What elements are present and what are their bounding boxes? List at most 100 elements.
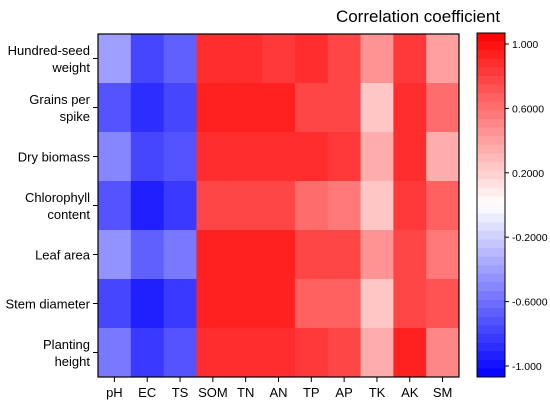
heatmap-cell bbox=[393, 181, 427, 231]
row-label-line: Grains per bbox=[29, 92, 90, 107]
colorbar-step bbox=[477, 187, 505, 197]
row-label-line: Stem diameter bbox=[5, 297, 90, 312]
heatmap-cell bbox=[360, 279, 394, 329]
colorbar-step bbox=[477, 256, 505, 266]
row-label: Leaf area bbox=[35, 248, 91, 263]
colorbar-step bbox=[477, 144, 505, 154]
heatmap-cell bbox=[196, 34, 230, 84]
heatmap-cell bbox=[327, 132, 361, 182]
column-labels: pH EC TS SOM TN AN TP AP TK AK SM bbox=[106, 385, 452, 400]
heatmap-cell bbox=[98, 181, 132, 231]
heatmap-cell bbox=[294, 132, 329, 182]
heatmap-cell bbox=[163, 181, 197, 231]
colorbar-step bbox=[477, 359, 505, 369]
heatmap-cell bbox=[262, 132, 296, 182]
row-label: Stem diameter bbox=[5, 297, 90, 312]
colorbar-tick-label: -0.2000 bbox=[512, 232, 548, 244]
column-label: TK bbox=[369, 385, 386, 400]
heatmap-cell bbox=[98, 279, 132, 329]
colorbar-step bbox=[477, 76, 505, 85]
heatmap-cell bbox=[393, 279, 427, 329]
colorbar-step bbox=[477, 67, 505, 77]
column-label: TP bbox=[303, 385, 320, 400]
colorbar bbox=[476, 32, 506, 378]
heatmap-cell bbox=[130, 181, 165, 231]
heatmap-cell bbox=[426, 181, 460, 231]
column-label: pH bbox=[106, 385, 123, 400]
colorbar-step bbox=[477, 110, 505, 120]
heatmap-cell bbox=[130, 230, 165, 280]
heatmap-cell bbox=[229, 230, 263, 280]
row-label: Hundred-seed weight bbox=[8, 43, 91, 75]
heatmap-cell bbox=[393, 83, 427, 133]
colorbar-step bbox=[477, 248, 505, 257]
colorbar-step bbox=[477, 239, 505, 249]
heatmap-cell bbox=[98, 132, 132, 182]
heatmap-cell bbox=[163, 230, 197, 280]
heatmap-cell bbox=[98, 83, 132, 133]
heatmap-cell bbox=[196, 328, 230, 378]
chart-title: Correlation coefficient bbox=[336, 7, 500, 26]
colorbar-step bbox=[477, 127, 505, 137]
colorbar-step bbox=[477, 33, 505, 42]
heatmap-cell bbox=[196, 132, 230, 182]
heatmap-cell bbox=[130, 83, 165, 133]
colorbar-step bbox=[477, 153, 505, 163]
heatmap-cell bbox=[163, 34, 197, 84]
colorbar-tick-label: 0.6000 bbox=[512, 103, 544, 115]
colorbar-step bbox=[477, 162, 505, 171]
heatmap-frame bbox=[93, 33, 460, 382]
heatmap-cell bbox=[360, 83, 394, 133]
heatmap-cell bbox=[229, 34, 263, 84]
heatmap-cell bbox=[98, 230, 132, 280]
colorbar-border bbox=[476, 32, 506, 378]
heatmap-cell bbox=[98, 34, 132, 84]
colorbar-step bbox=[477, 179, 505, 189]
heatmap-cell bbox=[163, 132, 197, 182]
row-label-line: Leaf area bbox=[35, 248, 91, 263]
heatmap-cell bbox=[196, 230, 230, 280]
row-label-line: spike bbox=[60, 109, 90, 124]
heatmap-cell bbox=[294, 328, 329, 378]
colorbar-step bbox=[477, 58, 505, 68]
heatmap-cell bbox=[426, 132, 460, 182]
heatmap-cell bbox=[229, 83, 263, 133]
heatmap-cell bbox=[262, 328, 296, 378]
heatmap-cell bbox=[163, 279, 197, 329]
heatmap-cell bbox=[262, 230, 296, 280]
heatmap-cell bbox=[196, 181, 230, 231]
colorbar-step bbox=[477, 119, 505, 128]
colorbar-step bbox=[477, 282, 505, 292]
heatmap-cell bbox=[393, 230, 427, 280]
column-label: AK bbox=[401, 385, 419, 400]
colorbar-step bbox=[477, 196, 505, 206]
colorbar-step bbox=[477, 101, 505, 111]
heatmap-cell bbox=[426, 83, 460, 133]
row-label-line: Chlorophyll bbox=[25, 190, 90, 205]
row-label-line: height bbox=[55, 354, 91, 369]
heatmap-cell bbox=[360, 181, 394, 231]
heatmap-cell bbox=[393, 132, 427, 182]
heatmap-cell bbox=[327, 34, 361, 84]
colorbar-step bbox=[477, 273, 505, 283]
colorbar-step bbox=[477, 41, 505, 51]
heatmap-cell bbox=[327, 328, 361, 378]
heatmap-cell bbox=[130, 328, 165, 378]
colorbar-step bbox=[477, 230, 505, 240]
colorbar-step bbox=[477, 213, 505, 223]
column-label: EC bbox=[138, 385, 156, 400]
heatmap-cell bbox=[393, 34, 427, 84]
colorbar-step bbox=[477, 291, 505, 300]
colorbar-step bbox=[477, 170, 505, 180]
heatmap-cell bbox=[163, 328, 197, 378]
heatmap-cell bbox=[327, 279, 361, 329]
heatmap-cell bbox=[327, 230, 361, 280]
heatmap-cell bbox=[229, 181, 263, 231]
heatmap-cell bbox=[360, 328, 394, 378]
heatmap-cell bbox=[327, 83, 361, 133]
heatmap-cell bbox=[229, 279, 263, 329]
row-label-line: Hundred-seed bbox=[8, 43, 90, 58]
heatmap-cell bbox=[294, 34, 329, 84]
row-label: Dry biomass bbox=[18, 150, 91, 165]
